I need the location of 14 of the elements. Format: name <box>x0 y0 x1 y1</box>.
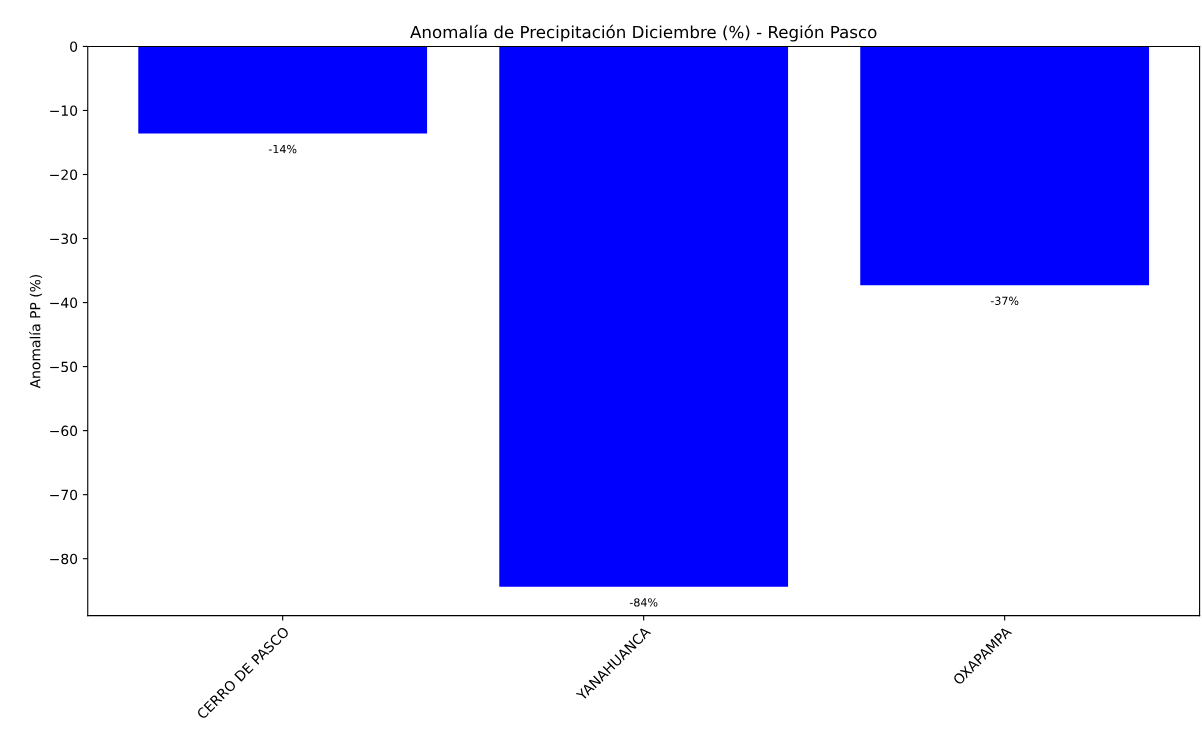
y-tick-label: −80 <box>50 553 78 565</box>
y-tick-label: −40 <box>50 297 78 309</box>
y-tick-label: −30 <box>50 233 78 245</box>
data-label: -37% <box>990 296 1019 305</box>
y-tick-label: −60 <box>50 425 78 437</box>
chart-title: Anomalía de Precipitación Diciembre (%) - Región Pasco <box>410 24 877 42</box>
y-tick-label: 0 <box>70 41 78 52</box>
y-axis-title: Anomalía PP (%) <box>29 274 43 389</box>
y-tick-label: −50 <box>50 361 78 373</box>
y-tick-label: −10 <box>50 105 78 116</box>
data-label: -14% <box>268 144 297 154</box>
y-tick-label: −20 <box>50 169 78 180</box>
y-tick-label: −70 <box>50 489 78 501</box>
data-label: -84% <box>629 598 658 607</box>
